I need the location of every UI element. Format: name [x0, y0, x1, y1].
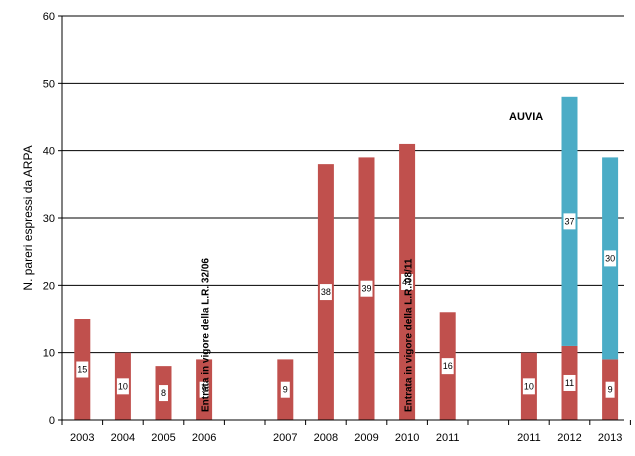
data-label-box: [76, 361, 89, 378]
x-tick-label-2011: 2011: [517, 432, 541, 444]
annotation-lr-2: Entrata in vigore della L.R. 08/11: [403, 258, 414, 412]
annotations: Entrata in vigore della L.R. 32/06 Entrat…: [200, 258, 414, 412]
data-label-box: [522, 378, 535, 395]
annotation-lr-1: Entrata in vigore della L.R. 32/06: [200, 258, 211, 412]
data-label-auvia: 37: [564, 216, 574, 226]
x-tick-label-2012: 2012: [557, 432, 581, 444]
data-label-arpa: 9: [283, 385, 288, 395]
x-tick-label-2004: 2004: [111, 432, 135, 444]
data-label-arpa: 38: [321, 287, 331, 297]
data-label-arpa: 9: [608, 385, 613, 395]
y-tick-label: 40: [43, 146, 55, 158]
x-tick-label-2006: 2006: [192, 432, 216, 444]
bars: 15 10 8 9 9 38 39 41 16 10 11 37 9 30: [74, 96, 619, 420]
data-label-arpa: 39: [361, 284, 371, 294]
y-tick-label: 30: [43, 213, 55, 225]
data-label-box: [563, 213, 576, 230]
data-label-arpa: 8: [161, 388, 166, 398]
x-tick-label-2005: 2005: [151, 432, 175, 444]
legend-auvia: AUVIA: [509, 111, 543, 123]
data-label-box: [319, 284, 332, 301]
x-tick-label-2009: 2009: [354, 432, 378, 444]
data-label-box: [360, 280, 373, 297]
y-tick-label: 60: [43, 11, 55, 23]
data-label-arpa: 10: [524, 381, 534, 391]
data-label-box: [159, 385, 168, 402]
x-tick-label-2013: 2013: [598, 432, 622, 444]
data-label-box: [605, 381, 615, 398]
x-tick-label-2011: 2011: [436, 432, 460, 444]
y-tick-label: 0: [49, 415, 55, 427]
data-label-box: [280, 381, 290, 398]
data-label-auvia: 30: [605, 253, 615, 263]
y-axis-ticks: 0 10 20 30 40 50 60: [43, 11, 62, 427]
data-label-arpa: 11: [565, 378, 574, 388]
y-axis-label: N. pareri espressi da ARPA: [21, 145, 35, 290]
x-tick-label-2010: 2010: [395, 432, 419, 444]
x-tick-label-2003: 2003: [70, 432, 94, 444]
y-tick-label: 20: [43, 280, 55, 292]
data-label-arpa: 16: [443, 361, 453, 371]
data-label-box: [604, 250, 617, 267]
y-tick-label: 50: [43, 78, 55, 90]
data-label-box: [116, 378, 129, 395]
data-label-arpa: 41: [402, 277, 412, 287]
x-axis-ticks: 2003 2004 2005 2006 2007 2008 2009 2010 2011 2011…: [61, 420, 631, 444]
data-label-box: [563, 374, 576, 391]
x-tick-label-2008: 2008: [314, 432, 338, 444]
data-label-box: [199, 381, 209, 398]
data-label-arpa: 10: [118, 381, 128, 391]
x-tick-label-2007: 2007: [273, 432, 297, 444]
y-tick-label: 10: [43, 348, 55, 360]
data-label-arpa: 15: [77, 365, 87, 375]
data-label-box: [401, 273, 414, 290]
data-label-arpa: 9: [202, 385, 207, 395]
data-label-box: [441, 358, 454, 375]
gridlines: [62, 15, 624, 354]
